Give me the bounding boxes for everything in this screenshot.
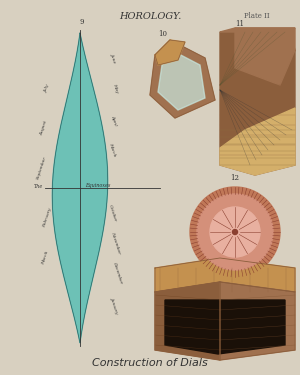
Text: 10: 10	[158, 30, 167, 38]
Circle shape	[232, 230, 238, 234]
Text: Equinoxes: Equinoxes	[85, 183, 110, 189]
Text: March: March	[42, 251, 50, 266]
Text: March: March	[108, 142, 116, 158]
Text: 13: 13	[220, 248, 230, 256]
Text: The: The	[34, 184, 43, 189]
Text: Plate II: Plate II	[244, 12, 270, 20]
Polygon shape	[220, 282, 295, 360]
Text: August: August	[39, 120, 48, 136]
Circle shape	[197, 194, 273, 270]
Text: 12: 12	[230, 174, 239, 182]
Text: February: February	[42, 208, 52, 228]
Text: January: January	[110, 297, 119, 315]
Text: October: October	[108, 204, 117, 222]
Text: December: December	[112, 261, 123, 285]
Polygon shape	[150, 40, 215, 118]
Polygon shape	[158, 52, 205, 110]
Text: April: April	[110, 114, 117, 126]
Polygon shape	[155, 282, 220, 360]
Text: July: July	[44, 83, 50, 93]
Text: November: November	[110, 231, 121, 255]
Circle shape	[210, 207, 260, 257]
Polygon shape	[220, 28, 295, 32]
Polygon shape	[235, 28, 295, 85]
Polygon shape	[165, 300, 285, 354]
Text: 11: 11	[236, 20, 244, 28]
Text: HOROLOGY.: HOROLOGY.	[119, 12, 181, 21]
Polygon shape	[220, 108, 295, 175]
Polygon shape	[220, 50, 295, 175]
Text: Construction of Dials: Construction of Dials	[92, 358, 208, 368]
Text: May: May	[112, 83, 119, 93]
Polygon shape	[155, 258, 295, 292]
Text: June: June	[110, 53, 117, 63]
Text: September: September	[36, 156, 47, 180]
Polygon shape	[220, 32, 295, 85]
Text: 9: 9	[80, 18, 84, 26]
Circle shape	[190, 187, 280, 277]
Polygon shape	[52, 33, 108, 343]
Polygon shape	[155, 40, 185, 65]
